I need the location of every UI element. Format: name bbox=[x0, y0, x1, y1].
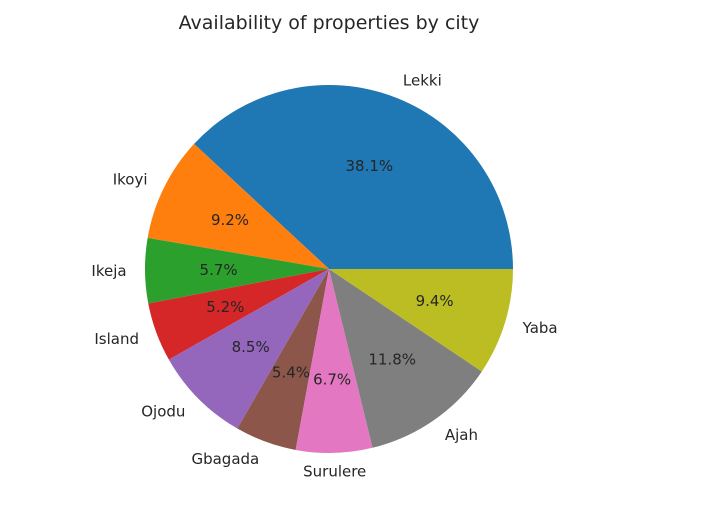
slice-value-ikeja: 5.7% bbox=[200, 261, 238, 279]
slice-label-ikoyi: Ikoyi bbox=[113, 170, 148, 188]
slice-label-ikeja: Ikeja bbox=[91, 262, 126, 280]
slice-value-gbagada: 5.4% bbox=[272, 364, 310, 382]
slice-value-lekki: 38.1% bbox=[345, 157, 393, 175]
slice-label-island: Island bbox=[94, 330, 139, 348]
pie-slice-gbagada bbox=[237, 269, 329, 450]
pie-slice-yaba bbox=[329, 269, 513, 372]
slice-label-ajah: Ajah bbox=[445, 426, 478, 444]
slice-value-yaba: 9.4% bbox=[416, 292, 454, 310]
slice-label-ojodu: Ojodu bbox=[141, 403, 185, 421]
slice-value-ikoyi: 9.2% bbox=[211, 211, 249, 229]
pie-slice-ikoyi bbox=[147, 143, 329, 269]
slice-label-yaba: Yaba bbox=[522, 319, 558, 337]
pie-labels: Lekki 38.1% Ikoyi 9.2% Ikeja 5.7% Island 5.2% Oj… bbox=[91, 72, 557, 481]
slice-label-surulere: Surulere bbox=[303, 462, 366, 480]
chart-title: Availability of properties by city bbox=[179, 12, 480, 34]
pie-slice-ojodu bbox=[168, 269, 329, 429]
pie-slice-ajah bbox=[329, 269, 482, 448]
pie-slice-island bbox=[148, 269, 329, 360]
slice-value-ojodu: 8.5% bbox=[232, 338, 270, 356]
slice-value-island: 5.2% bbox=[206, 298, 244, 316]
pie-slices bbox=[144, 84, 514, 454]
slice-value-surulere: 6.7% bbox=[313, 370, 351, 388]
slice-label-gbagada: Gbagada bbox=[191, 450, 259, 468]
slice-value-ajah: 11.8% bbox=[368, 351, 416, 369]
pie-slice-ikeja bbox=[144, 237, 329, 304]
pie-slice-lekki bbox=[194, 84, 514, 269]
slice-label-lekki: Lekki bbox=[403, 72, 442, 90]
pie-slice-surulere bbox=[295, 269, 373, 454]
